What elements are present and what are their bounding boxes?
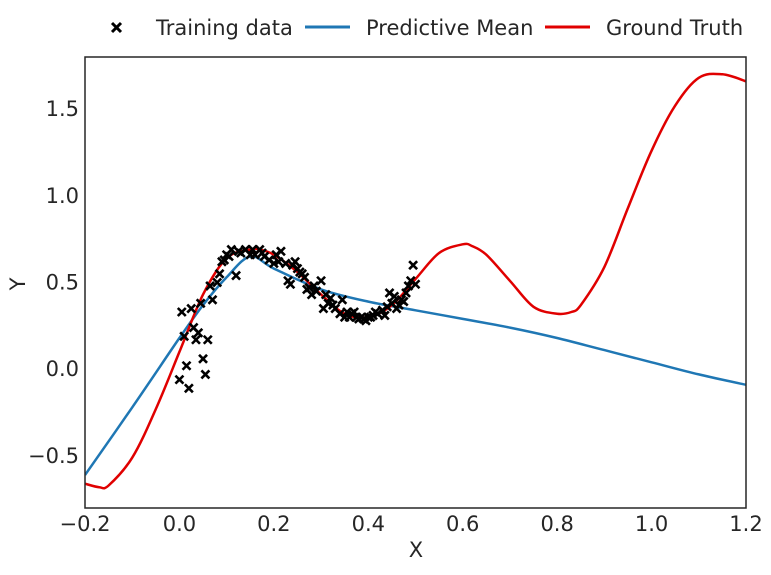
training-data-point [408,260,419,271]
training-data-point [186,303,197,314]
x-tick-label: 1.2 [729,512,762,536]
training-data-point [290,256,301,267]
x-tick-label: 0.2 [257,512,290,536]
y-axis-label: Y [6,277,30,291]
training-data-point [379,310,390,321]
y-tick-label: 1.0 [46,184,79,208]
legend-marker-training-data [110,21,123,34]
series-line-predictive-mean [85,255,746,476]
training-data-point [316,275,326,286]
training-data-point [299,272,310,283]
training-data-point [309,281,319,291]
training-data-point [214,268,225,279]
plot-frame [84,56,747,509]
training-data-point [193,327,204,338]
training-data-point [337,294,348,305]
training-data-point [280,258,291,269]
training-data-point [205,281,216,291]
x-tick-label: 0.8 [540,512,573,536]
series-line-ground-truth [85,72,746,490]
training-data-point [273,256,284,267]
legend-label-predictive-mean: Predictive Mean [366,16,533,40]
x-tick-label: 1.0 [635,512,668,536]
training-data-point [226,244,237,255]
training-data-point [285,279,296,290]
legend: Training data Predictive Mean Ground Tru… [110,16,743,40]
training-data-point [202,334,213,345]
training-data-point [198,353,208,364]
y-tick-label: 1.5 [46,97,79,121]
training-data-point [191,334,201,345]
training-data-point [195,298,206,309]
x-axis-label: X [409,538,423,562]
training-data-point [325,293,336,304]
training-data-point [403,281,414,291]
legend-label-ground-truth: Ground Truth [606,16,743,40]
training-data-point [401,287,411,298]
training-data-point [311,286,322,297]
training-data-point [179,331,190,342]
training-data-point [349,307,360,317]
training-data-point [398,296,409,307]
y-axis-ticks: −0.5 0.0 0.5 1.0 1.5 [28,97,79,468]
training-data-point [276,246,286,257]
x-tick-label: −0.2 [60,512,111,536]
training-data-point [183,383,194,394]
training-data-point [212,277,223,288]
training-data-point [200,369,211,380]
legend-label-training-data: Training data [155,16,293,40]
training-data-point [181,360,192,371]
x-tick-label: 0.6 [446,512,479,536]
training-data-point [176,307,187,317]
training-data-point [174,374,185,385]
training-data-point [207,294,218,305]
training-data-point [410,279,421,290]
x-tick-label: 0.4 [352,512,385,536]
training-data-point [389,291,400,302]
y-tick-label: −0.5 [28,444,79,468]
y-tick-label: 0.5 [46,271,79,295]
y-tick-label: 0.0 [46,357,79,381]
training-data-point [224,251,234,262]
x-axis-ticks: −0.2 0.0 0.2 0.4 0.6 0.8 1.0 1.2 [60,512,763,536]
plot-series [85,72,746,490]
x-tick-label: 0.0 [163,512,196,536]
training-data-point [231,270,242,281]
